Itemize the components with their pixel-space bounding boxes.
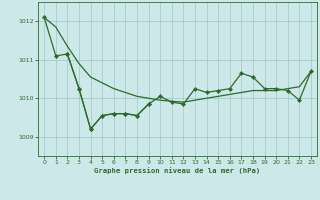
X-axis label: Graphe pression niveau de la mer (hPa): Graphe pression niveau de la mer (hPa) (94, 167, 261, 174)
